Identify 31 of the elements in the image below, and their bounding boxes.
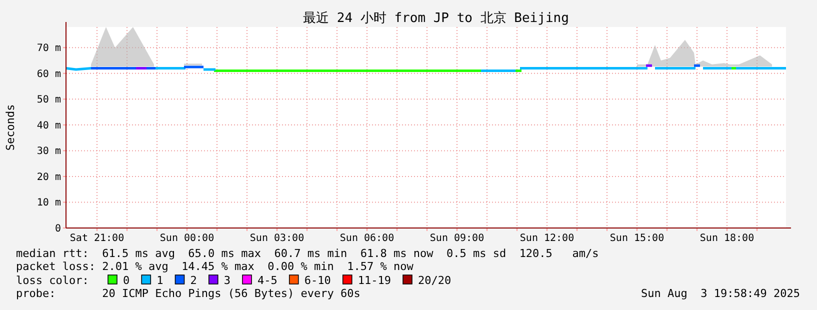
x-tick-label: Sun 03:00	[250, 233, 304, 244]
legend-label: 1	[156, 274, 164, 287]
y-tick-label: 60 m	[36, 68, 61, 80]
chart-title: 最近 24 小时 from JP to 北京 Beijing	[303, 11, 569, 26]
legend-label: 0	[123, 274, 130, 287]
x-tick-label: Sun 12:00	[520, 233, 574, 244]
x-tick-label: Sat 21:00	[70, 233, 124, 244]
y-tick-label: 20 m	[36, 172, 61, 183]
legend-title: loss color:	[16, 274, 89, 287]
text: packet loss: 2.01 % avg 14.45 % max 0.00 % min 1.57 % now	[16, 260, 414, 273]
x-tick-label: Sun 18:00	[700, 233, 754, 244]
y-axis-title: Seconds	[4, 104, 17, 151]
legend-label: 6-10	[304, 274, 331, 287]
y-tick-label: 30 m	[36, 146, 61, 158]
x-tick-label: Sun 15:00	[610, 233, 664, 244]
legend-label: 11-19	[358, 274, 391, 287]
x-tick-label: Sun 09:00	[430, 233, 484, 244]
x-tick-label: Sun 00:00	[160, 233, 214, 244]
legend-label: 20/20	[418, 274, 452, 287]
legend-label: 4-5	[258, 274, 278, 287]
legend-label: 3	[224, 274, 230, 287]
y-tick-label: 40 m	[36, 120, 61, 132]
x-tick-label: Sun 06:00	[340, 233, 394, 244]
text: Sun Aug 3 19:58:49 2025	[641, 287, 800, 300]
y-tick-label: 50 m	[36, 94, 61, 106]
legend-label: 2	[190, 274, 197, 287]
text: median rtt: 61.5 ms avg 65.0 ms max 60.7 ms min 61.8 ms now 0.5 ms sd 120.5 am/s	[16, 247, 599, 260]
text: probe: 20 ICMP Echo Pings (56 Bytes) every 60s	[16, 287, 360, 300]
y-tick-label: 10 m	[36, 198, 61, 209]
y-tick-label: 70 m	[36, 43, 61, 54]
y-tick-label: 0	[54, 224, 61, 234]
